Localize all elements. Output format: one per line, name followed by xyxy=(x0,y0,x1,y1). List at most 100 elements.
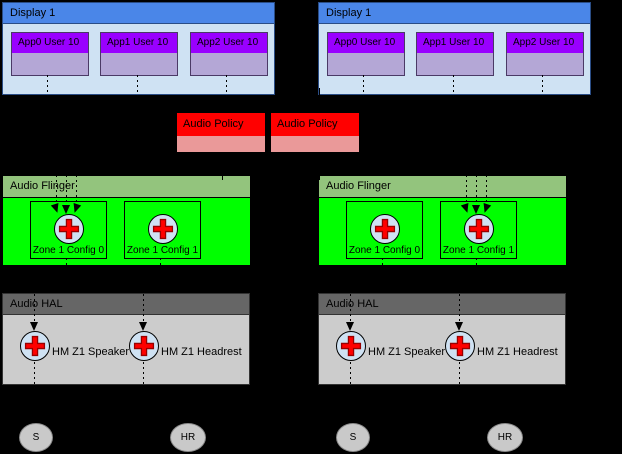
policy-to-flinger-line xyxy=(222,152,223,180)
mixer-plus-icon xyxy=(336,331,366,361)
display-panel: Display 1 App0 User 10 App1 User 10 App2… xyxy=(318,2,591,95)
zone-out-line xyxy=(66,258,67,267)
hal-device-label: HM Z1 Speaker xyxy=(52,346,130,358)
zone-out-line xyxy=(476,258,477,267)
zone-config-box: Zone 1 Config 0 xyxy=(30,201,107,259)
hal-device-label: HM Z1 Headrest xyxy=(161,346,242,358)
output-headrest: HR xyxy=(170,423,206,452)
stream-line xyxy=(76,175,77,205)
audio-flinger-panel: Audio Flinger Zone 1 Config 0 Zone 1 Con… xyxy=(318,175,567,266)
app-label: App2 User 10 xyxy=(507,33,583,53)
app-stream-line xyxy=(137,75,138,95)
audio-hal-panel: Audio HAL xyxy=(2,293,250,385)
display-header: Display 1 xyxy=(3,3,274,24)
audio-hal-header: Audio HAL xyxy=(319,294,565,315)
output-speaker: S xyxy=(19,423,53,452)
arrow-down-icon xyxy=(455,322,463,331)
app-box: App0 User 10 xyxy=(327,32,405,76)
red-plus-icon xyxy=(468,218,490,240)
app-label: App0 User 10 xyxy=(328,33,404,53)
output-speaker: S xyxy=(336,423,370,452)
column-left: Display 1 App0 User 10 App1 User 10 App2… xyxy=(0,0,306,454)
hal-out-line xyxy=(350,362,351,384)
app-stream-line xyxy=(453,75,454,95)
zone-config-box: Zone 1 Config 1 xyxy=(440,201,517,259)
app-box: App2 User 10 xyxy=(190,32,268,76)
app-body xyxy=(101,53,177,75)
mixer-plus-icon xyxy=(54,214,84,244)
app-body xyxy=(328,53,404,75)
policy-to-flinger-line xyxy=(319,152,320,180)
audio-policy-body xyxy=(177,136,265,152)
hal-in-line xyxy=(459,294,460,321)
mixer-plus-icon xyxy=(148,214,178,244)
arrow-down-icon xyxy=(139,322,147,331)
app-box: App0 User 10 xyxy=(11,32,89,76)
hal-device-label: HM Z1 Headrest xyxy=(477,346,558,358)
zone-config-label: Zone 1 Config 0 xyxy=(348,245,421,256)
audio-flinger-panel: Audio Flinger Zone 1 Config 0 Zone 1 Con… xyxy=(2,175,251,266)
stream-line xyxy=(466,175,467,205)
app-body xyxy=(417,53,493,75)
app-label: App2 User 10 xyxy=(191,33,267,53)
zone-config-label: Zone 1 Config 1 xyxy=(126,245,199,256)
mixer-plus-icon xyxy=(464,214,494,244)
zone-config-box: Zone 1 Config 0 xyxy=(346,201,423,259)
hal-out-line xyxy=(459,362,460,384)
mixer-plus-icon xyxy=(370,214,400,244)
display-header: Display 1 xyxy=(319,3,590,24)
app-stream-line xyxy=(542,75,543,95)
audio-flinger-header: Audio Flinger xyxy=(319,176,566,198)
hal-device-label: HM Z1 Speaker xyxy=(368,346,446,358)
audio-hal-title: Audio HAL xyxy=(326,298,379,310)
audio-policy-box: Audio Policy xyxy=(270,112,360,153)
audio-policy-label: Audio Policy xyxy=(177,113,265,136)
app-label: App0 User 10 xyxy=(12,33,88,53)
app-stream-line xyxy=(363,75,364,95)
app-stream-line xyxy=(226,75,227,95)
app-label: App1 User 10 xyxy=(417,33,493,53)
arrow-down-icon xyxy=(346,322,354,331)
hal-out-line xyxy=(34,362,35,384)
audio-flinger-title: Audio Flinger xyxy=(326,180,391,192)
display-panel: Display 1 App0 User 10 App1 User 10 App2… xyxy=(2,2,275,95)
hal-in-line xyxy=(34,294,35,321)
red-plus-icon xyxy=(24,335,46,357)
audio-policy-box: Audio Policy xyxy=(176,112,266,153)
display-title: Display 1 xyxy=(10,7,56,19)
audio-flinger-header: Audio Flinger xyxy=(3,176,250,198)
audio-hal-title: Audio HAL xyxy=(10,298,63,310)
stream-line xyxy=(66,175,67,205)
app-box: App2 User 10 xyxy=(506,32,584,76)
stream-line xyxy=(476,175,477,205)
column-right: Display 1 App0 User 10 App1 User 10 App2… xyxy=(316,0,622,454)
zone-config-label: Zone 1 Config 1 xyxy=(442,245,515,256)
display-title: Display 1 xyxy=(326,7,372,19)
arrow-down-icon xyxy=(62,205,70,214)
app-label: App1 User 10 xyxy=(101,33,177,53)
mixer-plus-icon xyxy=(129,331,159,361)
audio-hal-header: Audio HAL xyxy=(3,294,249,315)
app-box: App1 User 10 xyxy=(100,32,178,76)
app-body xyxy=(191,53,267,75)
mixer-plus-icon xyxy=(20,331,50,361)
audio-flinger-title: Audio Flinger xyxy=(10,180,75,192)
arrow-down-icon xyxy=(472,205,480,214)
stream-line xyxy=(56,175,57,205)
audio-policy-label: Audio Policy xyxy=(271,113,359,136)
zone-out-line xyxy=(160,258,161,267)
app-stream-line xyxy=(47,75,48,95)
arrow-down-icon xyxy=(30,322,38,331)
red-plus-icon xyxy=(449,335,471,357)
display-to-policy-line xyxy=(319,88,320,113)
hal-out-line xyxy=(143,362,144,384)
app-body xyxy=(507,53,583,75)
red-plus-icon xyxy=(152,218,174,240)
zone-out-line xyxy=(382,258,383,267)
hal-in-line xyxy=(143,294,144,321)
zone-config-label: Zone 1 Config 0 xyxy=(32,245,105,256)
red-plus-icon xyxy=(133,335,155,357)
mixer-plus-icon xyxy=(445,331,475,361)
audio-policy-body xyxy=(271,136,359,152)
